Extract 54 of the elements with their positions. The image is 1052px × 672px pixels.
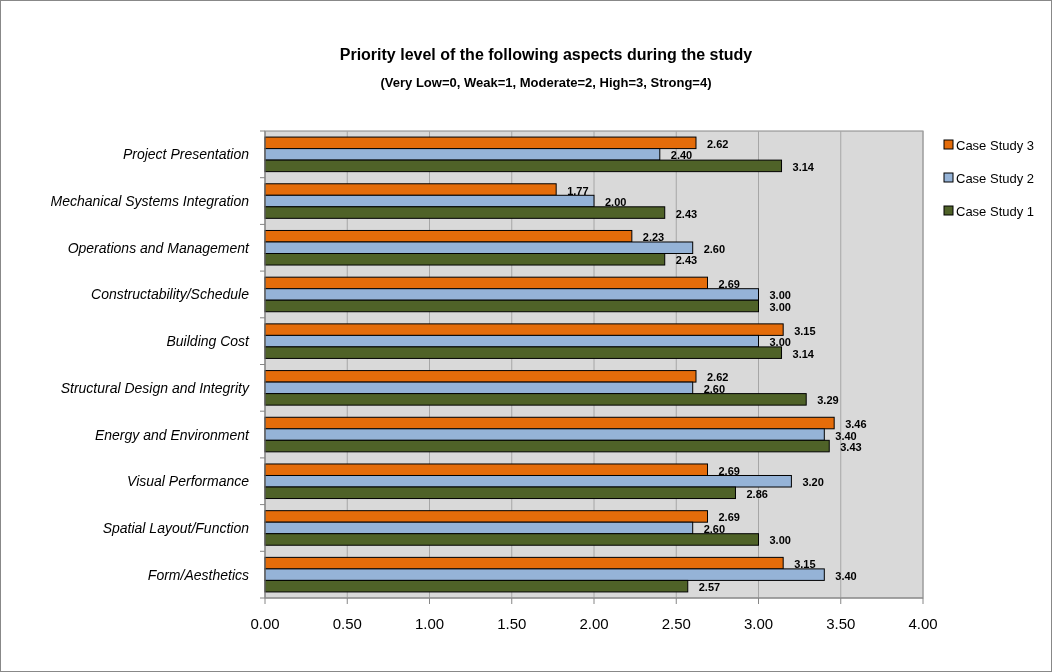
x-tick-label: 3.00: [743, 615, 774, 632]
y-tick-label: Form/Aesthetics: [147, 566, 249, 583]
data-label: 3.00: [769, 289, 791, 302]
data-label: 3.15: [794, 558, 816, 571]
data-label: 2.69: [718, 464, 740, 477]
data-label: 3.00: [769, 300, 791, 313]
x-tick-label: 2.50: [661, 615, 691, 632]
data-label: 2.62: [706, 371, 729, 384]
data-label: 3.14: [792, 347, 815, 360]
x-tick-label: 0.00: [250, 615, 280, 632]
y-tick-label: Operations and Management: [67, 239, 251, 256]
y-tick-label: Constructability/Schedule: [91, 286, 250, 303]
y-tick-label: Visual Performance: [127, 473, 250, 490]
x-tick-label: 4.00: [908, 615, 938, 632]
data-label: 3.00: [769, 534, 791, 547]
legend-label: Case Study 1: [956, 204, 1035, 219]
y-tick-label: Structural Design and Integrity: [60, 379, 250, 396]
y-tick-label: Spatial Layout/Function: [102, 519, 250, 536]
data-label: 2.00: [605, 196, 627, 209]
x-tick-label: 3.50: [826, 615, 856, 632]
legend-label: Case Study 2: [956, 171, 1035, 186]
data-label: 2.60: [703, 382, 726, 395]
x-tick-label: 0.50: [332, 615, 362, 632]
chart-subtitle: (Very Low=0, Weak=1, Moderate=2, High=3, Strong=4): [380, 75, 712, 90]
data-label: 2.43: [675, 254, 698, 267]
data-label: 3.46: [845, 418, 867, 431]
legend-label: Case Study 3: [956, 138, 1035, 153]
data-label: 2.57: [698, 581, 721, 594]
data-label: 2.43: [675, 207, 698, 220]
data-label: 2.60: [703, 242, 726, 255]
x-tick-label: 1.00: [414, 615, 445, 632]
data-label: 1.77: [567, 184, 589, 197]
data-label: 3.15: [794, 324, 816, 337]
y-tick-label: Energy and Environment: [94, 426, 251, 443]
data-label: 2.60: [703, 522, 726, 535]
data-label: 3.14: [792, 160, 815, 173]
data-label: 3.00: [769, 336, 791, 349]
y-tick-label: Building Cost: [166, 333, 251, 350]
x-tick-label: 1.50: [497, 615, 527, 632]
chart-title: Priority level of the following aspects during the study: [339, 46, 753, 63]
data-label: 2.62: [706, 137, 729, 150]
x-tick-label: 2.00: [579, 615, 609, 632]
y-tick-label: Mechanical Systems Integration: [50, 193, 250, 210]
data-label: 3.29: [817, 394, 839, 407]
data-label: 3.20: [802, 476, 824, 489]
data-label: 2.40: [670, 149, 693, 162]
y-tick-label: Project Presentation: [122, 146, 250, 163]
data-label: 2.69: [718, 511, 740, 524]
data-label: 3.40: [835, 569, 857, 582]
data-label: 3.43: [840, 441, 862, 454]
data-label: 2.69: [718, 277, 740, 290]
data-label: 2.86: [746, 487, 768, 500]
data-label: 2.23: [642, 231, 665, 244]
data-label: 3.40: [835, 429, 857, 442]
